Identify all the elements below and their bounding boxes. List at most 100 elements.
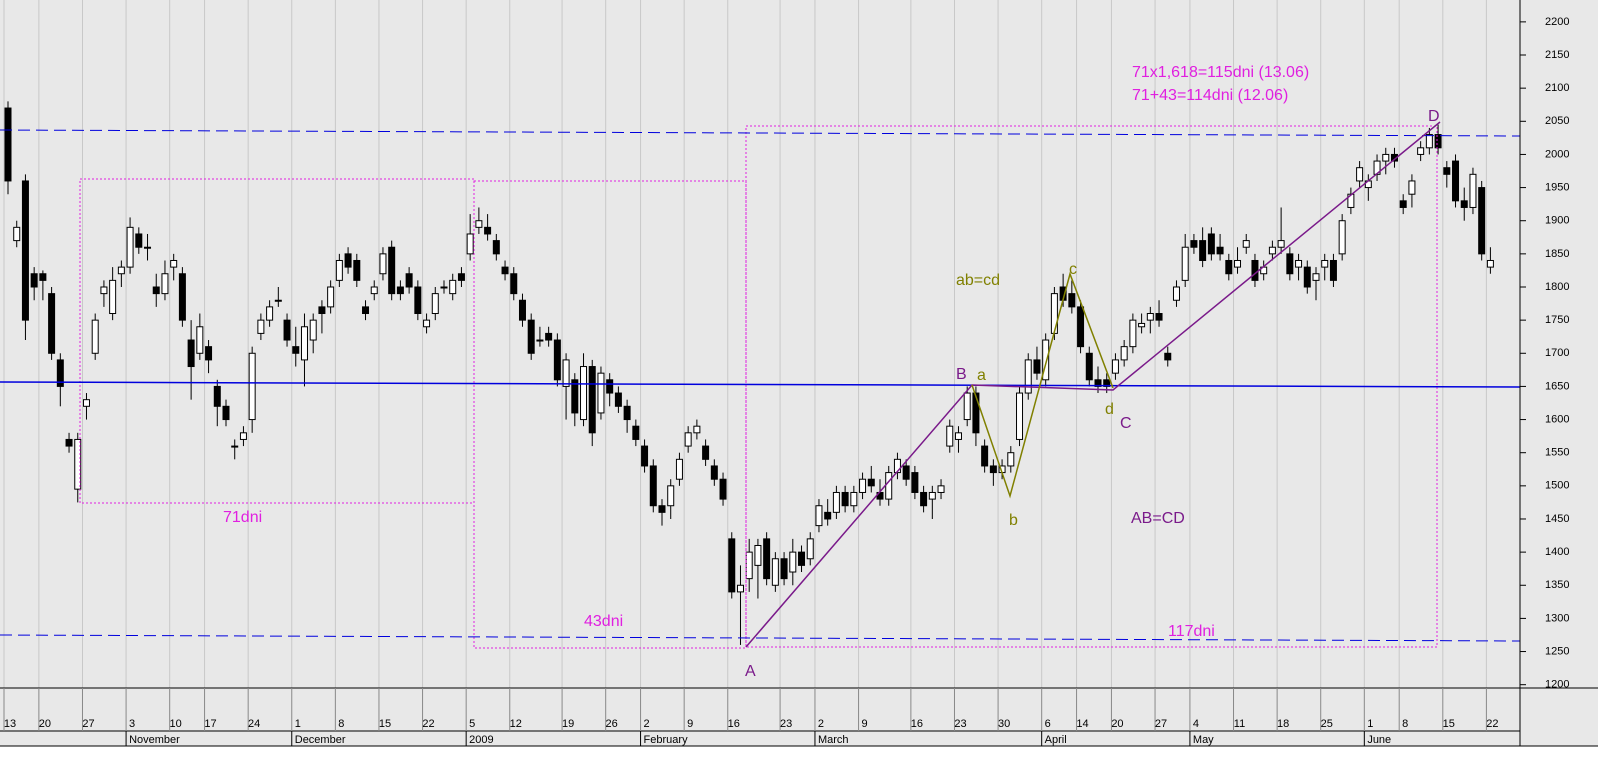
y-tick-label: 2100	[1545, 82, 1569, 94]
support-line	[0, 381, 1521, 388]
x-tick-label: 9	[861, 718, 867, 730]
candle-body	[1356, 167, 1364, 182]
candle-body	[135, 233, 143, 248]
candle-body	[126, 226, 134, 268]
candle-body	[466, 233, 474, 255]
annotation: C	[1120, 415, 1132, 432]
candle-body	[771, 558, 779, 586]
candle-body	[161, 273, 169, 295]
candle-body	[1190, 240, 1198, 248]
candle-body	[1146, 313, 1154, 321]
x-tick-label: 16	[911, 718, 923, 730]
y-tick-label: 1300	[1545, 612, 1569, 624]
candle-body	[710, 465, 718, 480]
x-tick-label: 26	[606, 718, 618, 730]
candle-body	[850, 491, 858, 507]
candle-body	[745, 551, 753, 580]
candle-body	[1242, 240, 1250, 248]
candle-body	[928, 491, 936, 500]
y-tick-label: 2050	[1545, 115, 1569, 127]
annotation: ab=cd	[956, 272, 1000, 289]
y-tick-label: 1750	[1545, 314, 1569, 326]
grid	[3, 0, 1487, 688]
candle-body	[292, 346, 300, 354]
candle-body	[675, 458, 683, 480]
y-tick-label: 1500	[1545, 480, 1569, 492]
candle-body	[152, 286, 160, 295]
x-tick-label: 5	[469, 718, 475, 730]
x-tick-label: 10	[170, 718, 182, 730]
candle-body	[1103, 379, 1111, 387]
month-label: April	[1045, 734, 1067, 746]
y-tick-label: 1600	[1545, 413, 1569, 425]
candle-body	[1077, 306, 1085, 348]
candle-body	[580, 366, 588, 421]
annotation: 43dni	[584, 613, 623, 630]
candle-body	[658, 505, 666, 513]
x-tick-label: 11	[1234, 718, 1245, 730]
candle-body	[1024, 359, 1032, 394]
candle-body	[423, 319, 431, 328]
candle-body	[300, 326, 308, 361]
candle-body	[239, 432, 247, 440]
candles	[4, 101, 1494, 645]
annotation: D	[1428, 108, 1440, 125]
y-tick-label: 2000	[1545, 148, 1569, 160]
candle-body	[344, 253, 352, 268]
candle-body	[231, 445, 239, 448]
candle-body	[1164, 352, 1172, 361]
y-tick-label: 1800	[1545, 281, 1569, 293]
candle-body	[501, 266, 509, 275]
candle-body	[56, 359, 64, 387]
month-label: November	[129, 734, 180, 746]
candle-body	[440, 286, 448, 289]
candle-body	[841, 491, 849, 507]
candle-body	[614, 392, 622, 407]
x-tick-label: 20	[1111, 718, 1123, 730]
candle-body	[1329, 259, 1337, 281]
annotations	[0, 121, 1521, 649]
axes	[0, 0, 1598, 747]
range-box	[745, 125, 1438, 648]
annotation: d	[1105, 401, 1114, 418]
candle-body	[1033, 359, 1041, 374]
candle-body	[170, 259, 178, 268]
candle-body	[963, 392, 971, 421]
candle-body	[1460, 200, 1468, 208]
candle-body	[667, 485, 675, 507]
x-tick-label: 20	[39, 718, 51, 730]
candle-body	[1312, 273, 1320, 281]
candle-body	[327, 286, 335, 308]
x-tick-label: 1	[295, 718, 301, 730]
candle-body	[719, 478, 727, 500]
candle-body	[13, 226, 21, 242]
candle-body	[736, 584, 744, 593]
candle-body	[222, 405, 230, 421]
candle-body	[606, 379, 614, 394]
candle-body	[885, 472, 893, 500]
candle-body	[266, 306, 274, 321]
annotation-labels: 71x1,618=115dni (13.06) 71+43=114dni (12…	[223, 64, 1440, 680]
x-tick-label: 23	[780, 718, 792, 730]
candle-body	[1425, 134, 1433, 149]
background	[0, 0, 1598, 746]
candle-body	[920, 491, 928, 507]
candle-body	[623, 405, 631, 421]
candle-body	[100, 286, 108, 295]
candle-body	[1085, 352, 1093, 381]
x-tick-label: 9	[687, 718, 693, 730]
candle-body	[1469, 173, 1477, 208]
x-tick-label: 6	[1045, 718, 1051, 730]
candle-body	[283, 319, 291, 341]
x-tick-label: 27	[82, 718, 94, 730]
y-tick-label: 1350	[1545, 579, 1569, 591]
x-tick-label: 2	[643, 718, 649, 730]
candle-body	[1452, 160, 1460, 202]
candle-body	[74, 438, 82, 490]
candle-body	[972, 392, 980, 434]
candle-body	[1443, 167, 1451, 175]
candle-body	[353, 259, 361, 281]
candle-body	[379, 253, 387, 275]
candle-body	[859, 478, 867, 493]
annotation: c	[1069, 261, 1077, 278]
